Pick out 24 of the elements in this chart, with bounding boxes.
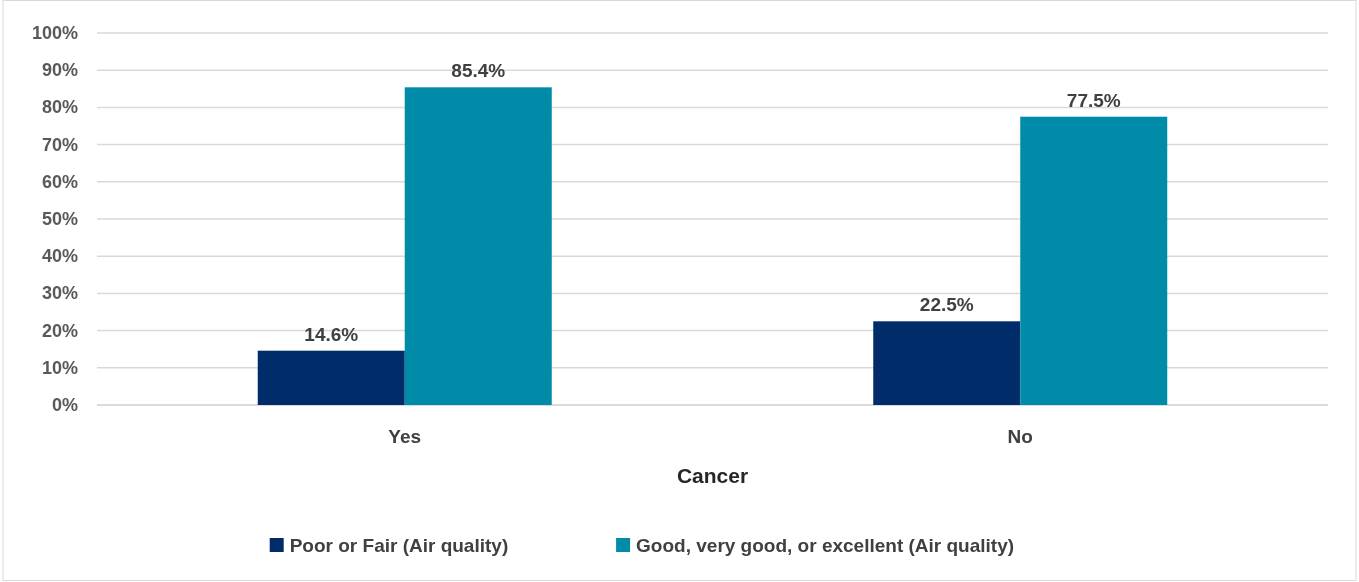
x-axis-title: Cancer xyxy=(676,464,749,487)
data-label: 22.5% xyxy=(919,294,974,316)
x-tick-label: Yes xyxy=(388,426,422,447)
y-tick-label: 90% xyxy=(41,60,78,81)
legend-label: Good, very good, or excellent (Air quality) xyxy=(636,535,1015,556)
y-tick-label: 40% xyxy=(41,246,78,267)
y-tick-label: 20% xyxy=(41,320,78,341)
y-tick-label: 10% xyxy=(41,357,78,378)
y-tick-label: 70% xyxy=(41,134,78,155)
y-tick-label: 80% xyxy=(41,97,78,118)
data-label: 14.6% xyxy=(304,323,359,345)
y-tick-label: 60% xyxy=(41,171,78,192)
data-label: 85.4% xyxy=(451,60,506,82)
y-tick-label: 100% xyxy=(31,23,78,43)
bar xyxy=(257,350,405,405)
y-tick-label: 50% xyxy=(41,209,78,229)
data-label: 77.5% xyxy=(1066,89,1121,111)
bar xyxy=(873,321,1021,405)
x-tick-label: No xyxy=(1007,426,1033,447)
legend-label: Poor or Fair (Air quality) xyxy=(289,535,509,556)
y-tick-label: 0% xyxy=(51,395,78,415)
bar xyxy=(404,87,552,405)
y-tick-label: 30% xyxy=(41,283,78,304)
bar xyxy=(1020,116,1168,405)
